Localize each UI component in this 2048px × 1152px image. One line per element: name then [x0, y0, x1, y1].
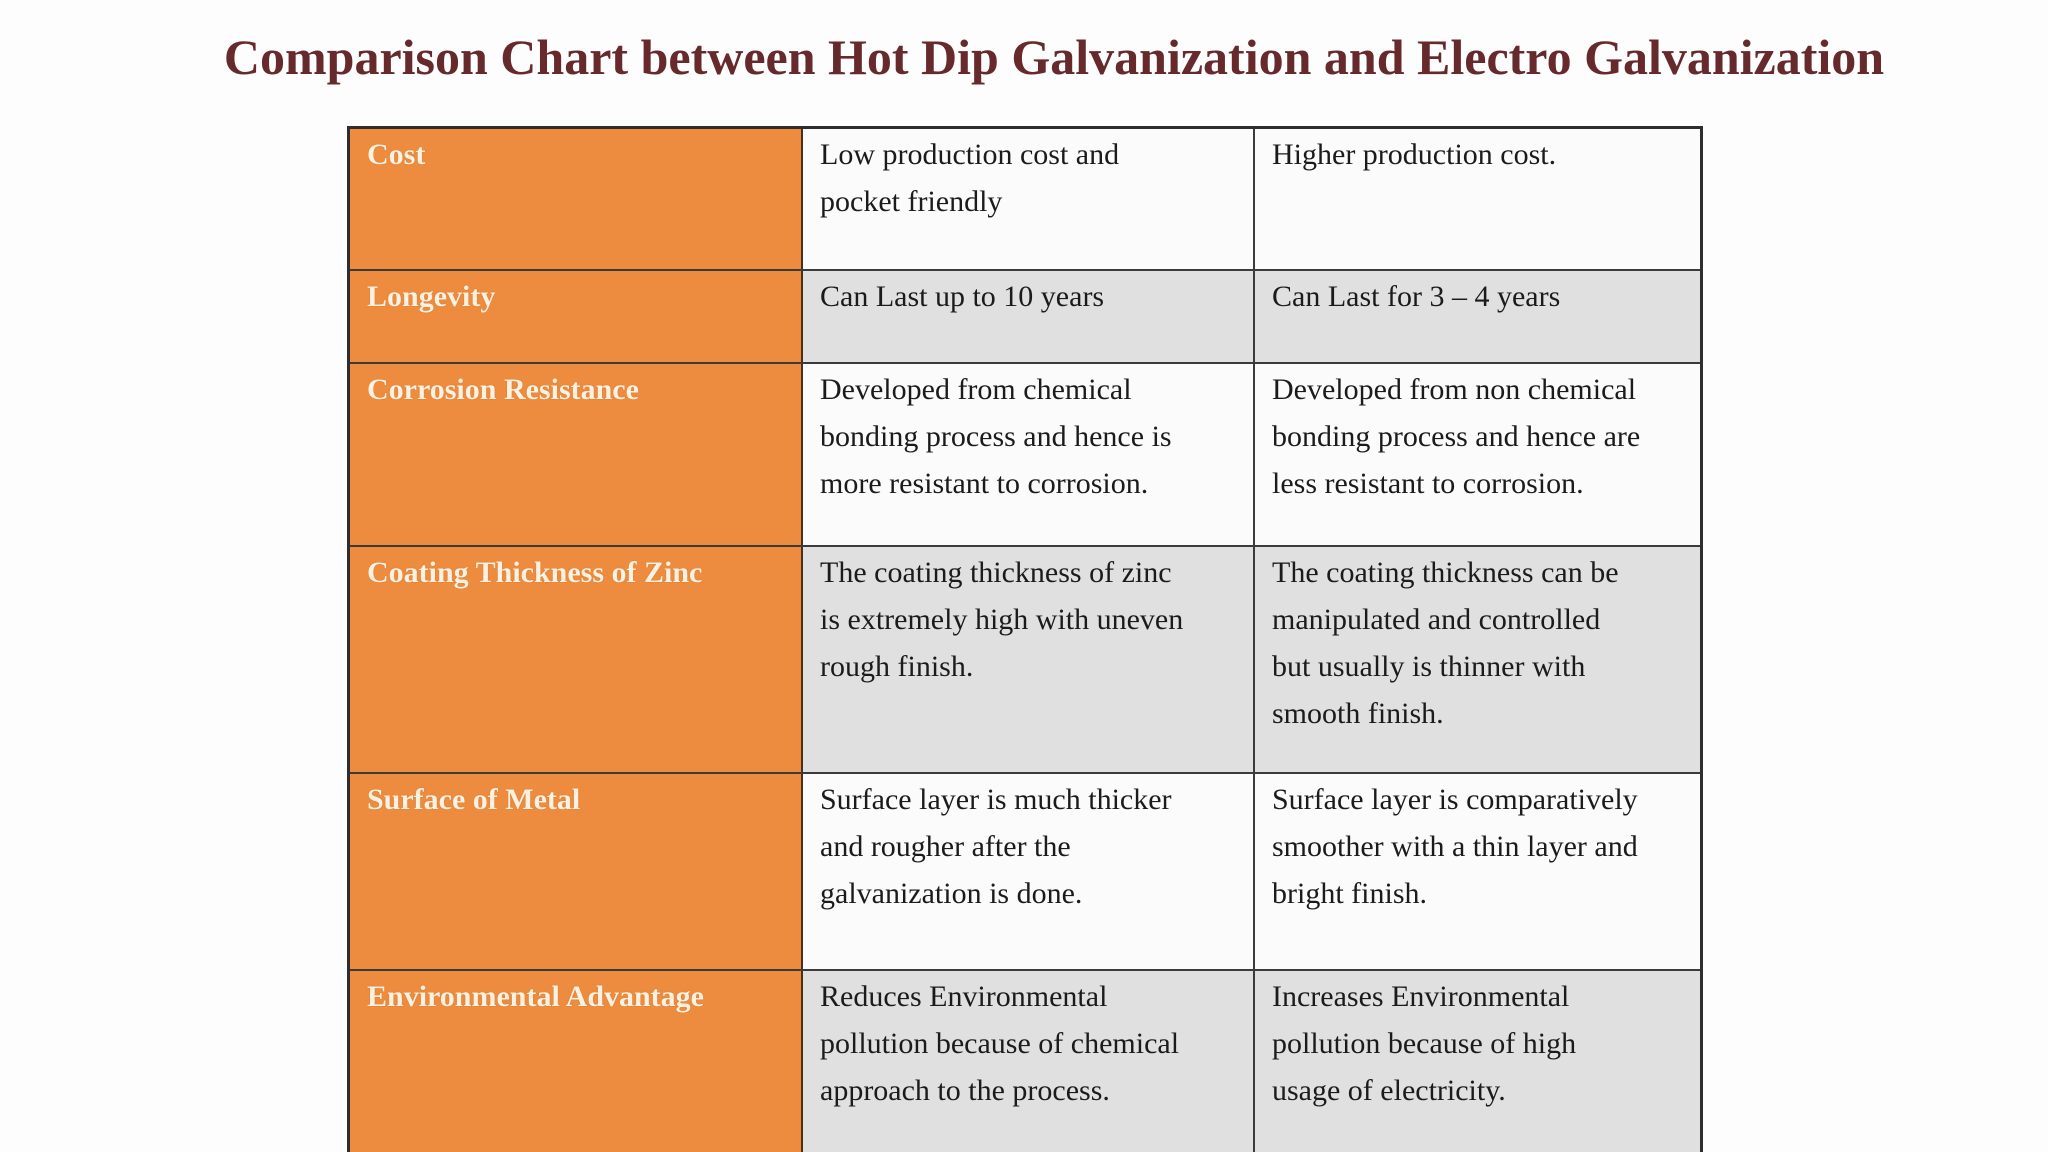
page-title: Comparison Chart between Hot Dip Galvani…: [223, 29, 1885, 85]
row-header-longevity: Longevity: [350, 271, 803, 362]
cell-longevity-electro: Can Last for 3 – 4 years: [1255, 271, 1700, 362]
table-row-corrosion-resistance: Corrosion Resistance Developed from chem…: [350, 364, 1700, 547]
table-row-coating-thickness: Coating Thickness of Zinc The coating th…: [350, 547, 1700, 774]
cell-cost-electro: Higher production cost.: [1255, 129, 1700, 269]
cell-surface-electro: Surface layer is comparatively smoother …: [1255, 774, 1700, 969]
table-row-environmental-advantage: Environmental Advantage Reduces Environm…: [350, 971, 1700, 1152]
cell-environmental-hot-dip: Reduces Environmental pollution because …: [803, 971, 1255, 1152]
cell-coating-hot-dip: The coating thickness of zinc is extreme…: [803, 547, 1255, 772]
row-header-cost: Cost: [350, 129, 803, 269]
row-header-corrosion-resistance: Corrosion Resistance: [350, 364, 803, 545]
cell-surface-hot-dip: Surface layer is much thicker and roughe…: [803, 774, 1255, 969]
cell-corrosion-electro: Developed from non chemical bonding proc…: [1255, 364, 1700, 545]
table-row-longevity: Longevity Can Last up to 10 years Can La…: [350, 271, 1700, 364]
comparison-table: Cost Low production cost and pocket frie…: [347, 126, 1703, 1152]
cell-corrosion-hot-dip: Developed from chemical bonding process …: [803, 364, 1255, 545]
cell-environmental-electro: Increases Environmental pollution becaus…: [1255, 971, 1700, 1152]
row-header-environmental-advantage: Environmental Advantage: [350, 971, 803, 1152]
cell-cost-hot-dip: Low production cost and pocket friendly: [803, 129, 1255, 269]
row-header-coating-thickness: Coating Thickness of Zinc: [350, 547, 803, 772]
row-header-surface-of-metal: Surface of Metal: [350, 774, 803, 969]
table-row-surface-of-metal: Surface of Metal Surface layer is much t…: [350, 774, 1700, 971]
cell-longevity-hot-dip: Can Last up to 10 years: [803, 271, 1255, 362]
cell-coating-electro: The coating thickness can be manipulated…: [1255, 547, 1700, 772]
table-row-cost: Cost Low production cost and pocket frie…: [350, 129, 1700, 271]
